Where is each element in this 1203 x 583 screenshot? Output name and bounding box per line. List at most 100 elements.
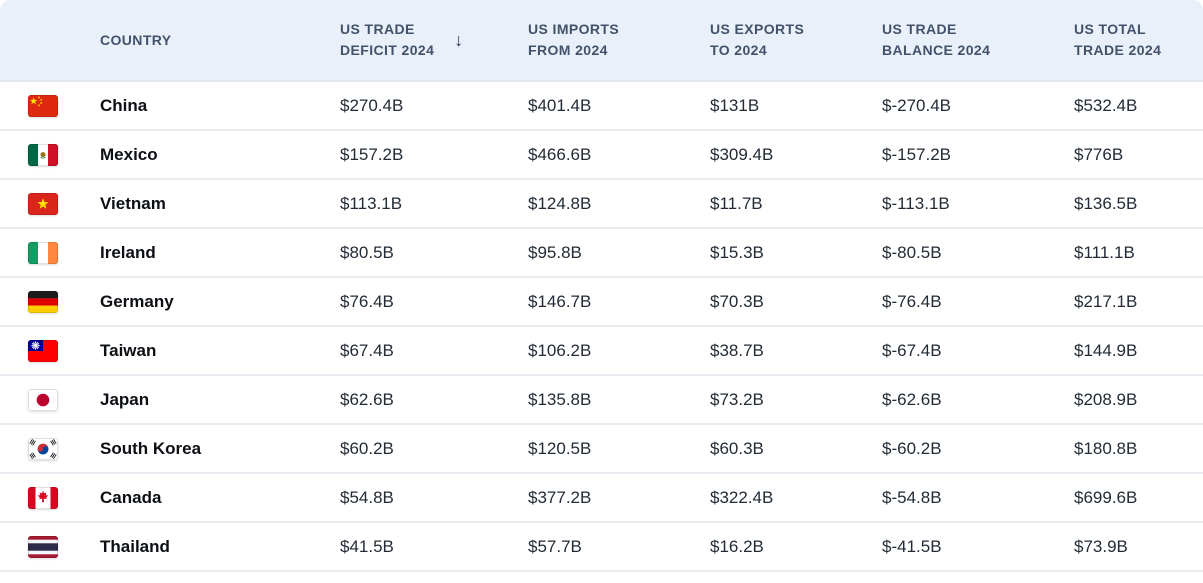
total-value: $144.9B <box>1074 340 1138 360</box>
table-row: Taiwan $67.4B $106.2B $38.7B $-67.4B $14… <box>0 327 1203 376</box>
balance-value: $-80.5B <box>882 242 942 262</box>
column-label: US TOTAL TRADE 2024 <box>1074 19 1161 61</box>
exports-value: $15.3B <box>710 242 764 262</box>
imports-value: $377.2B <box>528 487 592 507</box>
balance-value: $-76.4B <box>882 291 942 311</box>
deficit-value: $60.2B <box>340 438 394 458</box>
column-label-line: TO 2024 <box>710 42 768 58</box>
column-label-line: BALANCE 2024 <box>882 42 991 58</box>
exports-value: $73.2B <box>710 389 764 409</box>
balance-value: $-113.1B <box>882 193 950 213</box>
total-value: $73.9B <box>1074 536 1128 556</box>
column-label-line: US IMPORTS <box>528 21 620 37</box>
table-row: Germany $76.4B $146.7B $70.3B $-76.4B $2… <box>0 278 1203 327</box>
total-value: $532.4B <box>1074 95 1138 115</box>
column-label-line: US TRADE <box>340 21 415 37</box>
table-body: China $270.4B $401.4B $131B $-270.4B $53… <box>0 82 1203 572</box>
country-cell: South Korea <box>0 437 340 460</box>
country-cell: Thailand <box>0 535 340 558</box>
vietnam-flag-icon <box>28 192 58 215</box>
balance-value: $-41.5B <box>882 536 942 556</box>
column-header-imports[interactable]: US IMPORTS FROM 2024 <box>528 19 710 61</box>
deficit-value: $41.5B <box>340 536 394 556</box>
country-cell: Taiwan <box>0 339 340 362</box>
mexico-flag-icon <box>28 143 58 166</box>
balance-value: $-67.4B <box>882 340 942 360</box>
country-cell: Japan <box>0 388 340 411</box>
imports-value: $106.2B <box>528 340 592 360</box>
table-header: COUNTRY US TRADE DEFICIT 2024 ↓ US IMPOR… <box>0 0 1203 82</box>
table-row: Japan $62.6B $135.8B $73.2B $-62.6B $208… <box>0 376 1203 425</box>
imports-value: $124.8B <box>528 193 592 213</box>
country-name: Taiwan <box>100 340 157 360</box>
thailand-flag-icon <box>28 535 58 558</box>
table-row: Mexico $157.2B $466.6B $309.4B $-157.2B … <box>0 131 1203 180</box>
country-cell: Mexico <box>0 143 340 166</box>
deficit-value: $80.5B <box>340 242 394 262</box>
table-row: Ireland $80.5B $95.8B $15.3B $-80.5B $11… <box>0 229 1203 278</box>
imports-value: $57.7B <box>528 536 582 556</box>
exports-value: $38.7B <box>710 340 764 360</box>
total-value: $180.8B <box>1074 438 1138 458</box>
column-header-exports[interactable]: US EXPORTS TO 2024 <box>710 19 882 61</box>
balance-value: $-270.4B <box>882 95 951 115</box>
canada-flag-icon <box>28 486 58 509</box>
country-cell: Germany <box>0 290 340 313</box>
country-name: South Korea <box>100 438 202 458</box>
exports-value: $322.4B <box>710 487 774 507</box>
sort-descending-icon[interactable]: ↓ <box>454 29 464 50</box>
country-name: China <box>100 95 148 115</box>
column-label-line: FROM 2024 <box>528 42 608 58</box>
taiwan-flag-icon <box>28 339 58 362</box>
column-label: US TRADE DEFICIT 2024 <box>340 19 434 61</box>
south-korea-flag-icon <box>28 437 58 460</box>
imports-value: $135.8B <box>528 389 592 409</box>
column-label-line: US TRADE <box>882 21 957 37</box>
exports-value: $16.2B <box>710 536 764 556</box>
exports-value: $11.7B <box>710 193 763 213</box>
country-name: Canada <box>100 487 162 507</box>
total-value: $111.1B <box>1074 242 1135 262</box>
table-row: South Korea $60.2B $120.5B $60.3B $-60.2… <box>0 425 1203 474</box>
imports-value: $120.5B <box>528 438 592 458</box>
china-flag-icon <box>28 94 58 117</box>
column-header-trade-balance[interactable]: US TRADE BALANCE 2024 <box>882 19 1074 61</box>
exports-value: $70.3B <box>710 291 764 311</box>
table-row: Thailand $41.5B $57.7B $16.2B $-41.5B $7… <box>0 523 1203 572</box>
country-name: Japan <box>100 389 150 409</box>
country-name: Thailand <box>100 536 170 556</box>
column-label: COUNTRY <box>100 31 172 48</box>
balance-value: $-157.2B <box>882 144 951 164</box>
balance-value: $-60.2B <box>882 438 942 458</box>
exports-value: $60.3B <box>710 438 764 458</box>
imports-value: $401.4B <box>528 95 592 115</box>
column-label: US IMPORTS FROM 2024 <box>528 19 619 61</box>
deficit-value: $157.2B <box>340 144 404 164</box>
deficit-value: $113.1B <box>340 193 403 213</box>
country-cell: Canada <box>0 486 340 509</box>
table-row: Vietnam $113.1B $124.8B $11.7B $-113.1B … <box>0 180 1203 229</box>
balance-value: $-62.6B <box>882 389 942 409</box>
total-value: $699.6B <box>1074 487 1138 507</box>
table-row: China $270.4B $401.4B $131B $-270.4B $53… <box>0 82 1203 131</box>
total-value: $217.1B <box>1074 291 1138 311</box>
country-name: Germany <box>100 291 174 311</box>
imports-value: $466.6B <box>528 144 592 164</box>
country-name: Mexico <box>100 144 158 164</box>
ireland-flag-icon <box>28 241 58 264</box>
imports-value: $146.7B <box>528 291 592 311</box>
column-label: US EXPORTS TO 2024 <box>710 19 804 61</box>
total-value: $136.5B <box>1074 193 1138 213</box>
column-header-trade-deficit[interactable]: US TRADE DEFICIT 2024 ↓ <box>340 19 528 61</box>
total-value: $208.9B <box>1074 389 1138 409</box>
balance-value: $-54.8B <box>882 487 942 507</box>
country-name: Vietnam <box>100 193 166 213</box>
column-header-country[interactable]: COUNTRY <box>0 30 340 51</box>
germany-flag-icon <box>28 290 58 313</box>
column-label-line: US EXPORTS <box>710 21 805 37</box>
column-header-total-trade[interactable]: US TOTAL TRADE 2024 <box>1074 19 1203 61</box>
japan-flag-icon <box>28 388 58 411</box>
column-label-line: DEFICIT 2024 <box>340 42 435 58</box>
column-label: US TRADE BALANCE 2024 <box>882 19 990 61</box>
column-label-line: TRADE 2024 <box>1074 42 1162 58</box>
